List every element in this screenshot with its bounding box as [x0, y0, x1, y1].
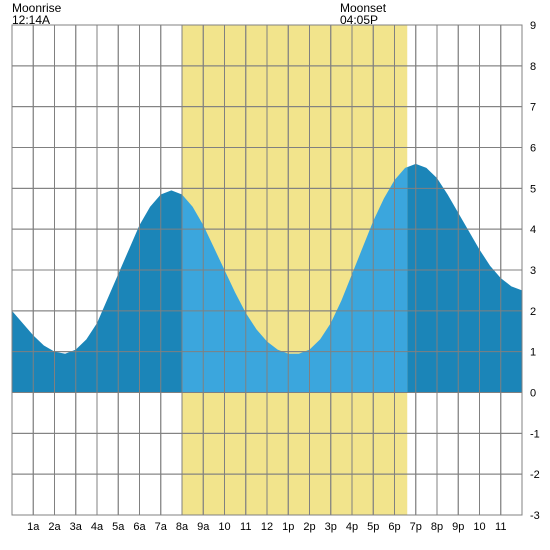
y-tick-label: 0 — [530, 388, 536, 400]
moonset-time: 04:05P — [340, 13, 378, 27]
x-tick-label: 6a — [133, 521, 146, 533]
x-tick-label: 3a — [70, 521, 83, 533]
chart-svg: 1a2a3a4a5a6a7a8a9a1011121p2p3p4p5p6p7p8p… — [0, 0, 550, 550]
y-tick-label: 5 — [530, 183, 536, 195]
x-tick-label: 12 — [261, 521, 273, 533]
y-tick-label: 7 — [530, 102, 536, 114]
x-tick-label: 7a — [155, 521, 168, 533]
moonrise-time: 12:14A — [12, 13, 50, 27]
x-tick-label: 5p — [367, 521, 379, 533]
y-tick-label: 6 — [530, 143, 536, 155]
x-tick-label: 4p — [346, 521, 358, 533]
x-tick-label: 5a — [112, 521, 125, 533]
y-tick-label: 3 — [530, 265, 536, 277]
x-tick-label: 10 — [473, 521, 485, 533]
x-tick-label: 7p — [410, 521, 422, 533]
x-tick-label: 1p — [282, 521, 294, 533]
x-tick-label: 2a — [48, 521, 61, 533]
x-tick-label: 2p — [303, 521, 315, 533]
y-tick-label: 2 — [530, 306, 536, 318]
y-tick-label: 4 — [530, 224, 536, 236]
x-tick-label: 8a — [176, 521, 189, 533]
x-tick-label: 6p — [388, 521, 400, 533]
y-tick-label: -1 — [530, 428, 540, 440]
x-tick-label: 11 — [240, 521, 251, 533]
x-tick-label: 8p — [431, 521, 443, 533]
x-tick-label: 9a — [197, 521, 210, 533]
x-tick-label: 1a — [27, 521, 40, 533]
y-tick-label: 1 — [530, 347, 536, 359]
tide-chart: 1a2a3a4a5a6a7a8a9a1011121p2p3p4p5p6p7p8p… — [0, 0, 550, 550]
y-tick-label: -2 — [530, 469, 540, 481]
y-tick-label: 8 — [530, 61, 536, 73]
x-axis-labels: 1a 2a 3a 4a 5a 6a 7a 8a 9a 10 11 12 1p 2p 3p 4p 5p 6p 7p 8p… — [27, 521, 506, 533]
y-tick-label: 9 — [530, 20, 536, 32]
x-tick-label: 4a — [91, 521, 104, 533]
x-tick-label: 10 — [218, 521, 230, 533]
x-tick-label: 11 — [495, 521, 506, 533]
x-tick-label: 9p — [452, 521, 464, 533]
y-tick-label: -3 — [530, 510, 540, 522]
x-tick-label: 3p — [325, 521, 337, 533]
